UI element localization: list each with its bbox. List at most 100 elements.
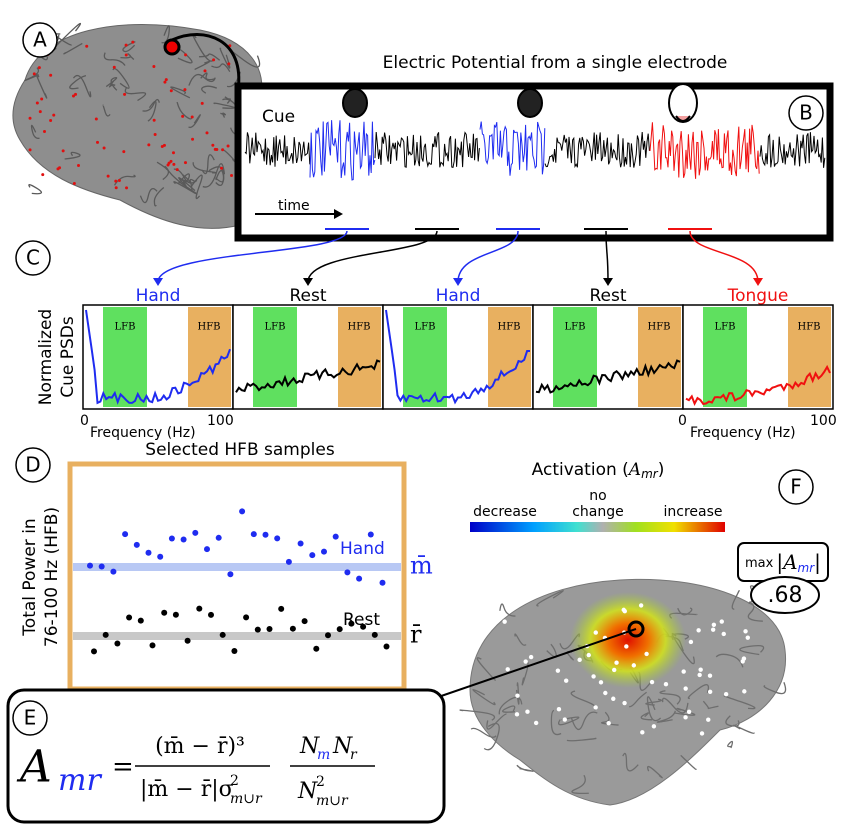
freq-label: Frequency (Hz) [90, 425, 196, 441]
electrode [172, 163, 175, 166]
electrode [689, 640, 693, 644]
electrode [125, 186, 128, 189]
arrow-head [603, 278, 613, 286]
rest-sample [150, 642, 156, 648]
condition-label: Rest [589, 286, 626, 306]
electrode [204, 69, 207, 72]
electrode [722, 632, 726, 636]
rest-sample [372, 632, 378, 638]
electrode [742, 689, 746, 693]
electrode [697, 673, 701, 677]
rest-sample [337, 626, 343, 632]
r-bar: r̄ [410, 621, 422, 649]
electrode [40, 97, 43, 100]
hand-sample [157, 554, 163, 560]
electrode [161, 145, 164, 148]
formula-eq: = [112, 752, 134, 782]
cb-label: no [589, 488, 606, 504]
electrode [606, 721, 610, 725]
electrode [599, 680, 603, 684]
electrode [700, 731, 704, 735]
hand-label: Hand [340, 539, 385, 559]
hand-sample [134, 542, 140, 548]
figure: Electric Potential from a single electro… [0, 0, 841, 825]
electrode [29, 117, 32, 120]
band-label: HFB [647, 322, 670, 333]
electrode [181, 115, 184, 118]
arrow-head [753, 278, 763, 286]
hand-sample [204, 546, 210, 552]
electrode [506, 667, 510, 671]
hand-sample [227, 571, 233, 577]
electrode [107, 175, 110, 178]
electrode [114, 180, 117, 183]
electrode [215, 148, 218, 151]
hand-sample [181, 536, 187, 542]
electrode [529, 655, 533, 659]
electrode [640, 730, 644, 734]
freq-label: Frequency (Hz) [690, 425, 796, 441]
m-bar: m̄ [410, 552, 433, 580]
electrode [122, 150, 125, 153]
hand-sample [239, 508, 245, 514]
hand-sample [368, 531, 374, 537]
electrode [515, 693, 519, 697]
electrode [43, 130, 46, 133]
rest-sample [126, 615, 132, 621]
electrode [741, 659, 745, 663]
electrode [577, 658, 581, 662]
formula-den: N [297, 779, 318, 804]
formula-sup: 2 [230, 773, 239, 789]
rest-sample [302, 618, 308, 624]
hand-sample [110, 569, 116, 575]
electrode [125, 54, 128, 57]
cb-label: decrease [473, 504, 537, 520]
electrode [131, 41, 134, 44]
rest-sample [255, 627, 261, 633]
text: ) [658, 460, 665, 480]
electrode [743, 629, 747, 633]
electrode [591, 674, 595, 678]
panel-letter: A [33, 28, 47, 52]
arrow-head [453, 278, 463, 286]
electrode [556, 668, 560, 672]
electrode [212, 58, 215, 61]
condition-label: Hand [136, 286, 181, 306]
hand-sample [286, 559, 292, 565]
rest-label: Rest [343, 610, 380, 630]
electrode [184, 161, 187, 164]
band-label: LFB [415, 322, 436, 333]
panel-letter: E [24, 706, 37, 730]
band-label: LFB [715, 322, 736, 333]
electrode [708, 690, 712, 694]
formula-sup: 2 [316, 774, 325, 790]
brain-a [13, 24, 262, 228]
electrode [153, 119, 156, 122]
gyrus [29, 185, 42, 194]
scatter-title: Selected HFB samples [145, 440, 335, 460]
rest-sample [91, 648, 97, 654]
electrode [115, 186, 118, 189]
freq-end: 100 [810, 413, 837, 429]
electrode [711, 627, 715, 631]
electrode [103, 147, 106, 150]
electrode [644, 652, 648, 656]
electrode [230, 174, 233, 177]
electrode [698, 667, 702, 671]
electrode [622, 701, 626, 705]
electrode [176, 168, 179, 171]
selected-electrode [165, 40, 179, 54]
electrode [201, 102, 204, 105]
rest-sample [114, 641, 120, 647]
electrode [683, 715, 687, 719]
electrode [29, 148, 32, 151]
electrode [170, 89, 173, 92]
electrode [683, 686, 687, 690]
electrode [687, 710, 691, 714]
rest-sample [185, 638, 191, 644]
freq-start: 0 [80, 413, 89, 429]
mean-rest-band [73, 632, 401, 640]
electrode [152, 65, 155, 68]
formula-sub: m∪r [316, 793, 349, 809]
hand-sample [192, 530, 198, 536]
